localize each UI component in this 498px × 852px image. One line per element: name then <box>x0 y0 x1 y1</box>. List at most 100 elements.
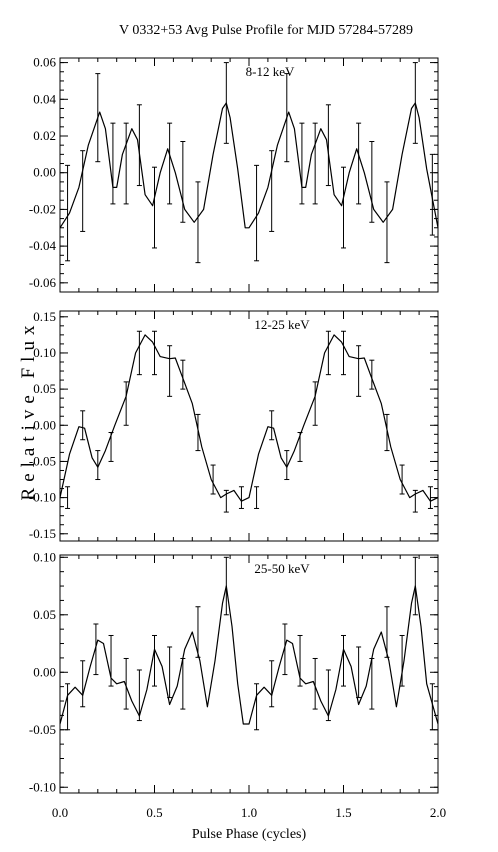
plot-frame <box>59 310 439 542</box>
error-bar <box>325 330 331 376</box>
y-tick-label: 0.04 <box>33 91 56 106</box>
error-bar <box>325 669 331 722</box>
error-bar <box>369 141 375 223</box>
error-bar <box>325 104 331 187</box>
y-tick-label: -0.05 <box>29 453 56 468</box>
y-tick-label: -0.10 <box>29 490 56 505</box>
y-tick-label: -0.10 <box>29 779 56 794</box>
error-bar <box>223 489 229 513</box>
error-bar <box>356 122 362 205</box>
chart-title: V 0332+53 Avg Pulse Profile for MJD 5728… <box>119 23 413 38</box>
error-bar <box>312 381 318 426</box>
error-bar <box>284 450 290 481</box>
error-bar <box>384 181 390 264</box>
error-bar <box>110 122 116 205</box>
x-tick-label: 1.5 <box>335 805 351 820</box>
energy-band-label: 8-12 keV <box>246 64 295 79</box>
profile-curve <box>59 585 439 725</box>
panel-25-50-kev: -0.10 -0.05 0.00 0.05 0.10 25-50 keV 0.0 0.5 1.0… <box>29 549 446 820</box>
y-tick-label: 0.15 <box>33 309 56 324</box>
error-bar <box>299 122 305 205</box>
error-bar <box>341 634 346 687</box>
error-bar <box>195 181 201 264</box>
x-tick-label: 2.0 <box>430 805 446 820</box>
y-tick-label: -0.02 <box>29 201 56 216</box>
y-tick-label: 0.10 <box>33 549 56 564</box>
error-bar <box>136 104 142 187</box>
error-bar <box>80 150 86 232</box>
error-bar <box>269 150 275 232</box>
error-bar <box>356 646 362 699</box>
x-axis-label: Pulse Phase (cycles) <box>192 827 307 842</box>
error-bar <box>412 489 418 513</box>
error-bar <box>65 164 71 262</box>
energy-band-label: 25-50 keV <box>254 561 310 576</box>
error-bar <box>93 623 99 676</box>
error-bar <box>108 634 114 687</box>
error-bar <box>123 381 129 426</box>
error-bar <box>269 660 275 708</box>
error-bar <box>341 330 346 376</box>
error-bar <box>369 657 375 710</box>
error-bar <box>223 62 229 144</box>
x-tick-label: 0.0 <box>52 805 68 820</box>
y-tick-label: -0.15 <box>29 526 56 541</box>
profile-curve <box>59 334 439 502</box>
error-bar <box>312 122 318 205</box>
error-bar <box>65 486 71 509</box>
y-tick-label: 0.00 <box>33 165 56 180</box>
x-tick-label: 1.0 <box>241 805 257 820</box>
error-bar <box>136 669 142 722</box>
error-bar <box>152 166 157 249</box>
error-bar <box>269 410 275 441</box>
y-tick-label: -0.06 <box>29 275 57 290</box>
profile-curve <box>59 102 439 229</box>
error-bar <box>284 73 290 163</box>
error-bar <box>195 606 201 658</box>
error-bar <box>95 73 101 163</box>
error-bar <box>254 486 260 509</box>
error-bar <box>384 606 390 658</box>
error-bar <box>427 486 433 509</box>
panel-8-12-kev: -0.06 -0.04 -0.02 0.00 0.02 0.04 0.06 8-12 keV <box>29 55 439 293</box>
error-bar <box>399 464 405 495</box>
error-bar <box>282 623 288 676</box>
error-bar <box>384 413 390 452</box>
error-bar <box>123 122 129 205</box>
error-bar <box>80 660 86 708</box>
error-bar <box>95 450 101 481</box>
error-bar <box>254 683 260 731</box>
error-bar <box>80 410 86 441</box>
error-bar <box>65 683 71 731</box>
y-tick-label: 0.00 <box>33 664 56 679</box>
y-tick-label: 0.05 <box>33 381 56 396</box>
y-axis-label: Relative Flux <box>18 320 39 501</box>
error-bar <box>369 359 375 390</box>
error-bar <box>238 486 244 509</box>
error-bar <box>108 432 114 462</box>
error-bar <box>180 657 186 710</box>
y-tick-label: -0.05 <box>29 722 56 737</box>
error-bar <box>152 330 157 376</box>
error-bar <box>123 657 129 710</box>
y-tick-label: 0.10 <box>33 345 56 360</box>
error-bar <box>312 657 318 710</box>
error-bar <box>297 634 303 687</box>
x-tick-label: 0.5 <box>146 805 162 820</box>
error-bar <box>412 556 418 616</box>
error-bar <box>167 345 173 397</box>
plot-frame <box>59 57 439 293</box>
error-bar <box>167 646 173 699</box>
error-bar <box>195 413 201 452</box>
panel-12-25-kev: -0.15 -0.10 -0.05 0.00 0.05 0.10 0.15 12-25 keV <box>29 309 439 542</box>
y-tick-label: 0.02 <box>33 128 56 143</box>
error-bar <box>136 330 142 376</box>
error-bar <box>356 345 362 397</box>
y-tick-label: 0.00 <box>33 417 56 432</box>
error-bar <box>429 683 435 731</box>
error-bar <box>254 164 260 262</box>
error-bar <box>180 141 186 223</box>
y-tick-label: -0.04 <box>29 238 57 253</box>
error-bar <box>152 634 157 687</box>
error-bar <box>210 464 216 495</box>
